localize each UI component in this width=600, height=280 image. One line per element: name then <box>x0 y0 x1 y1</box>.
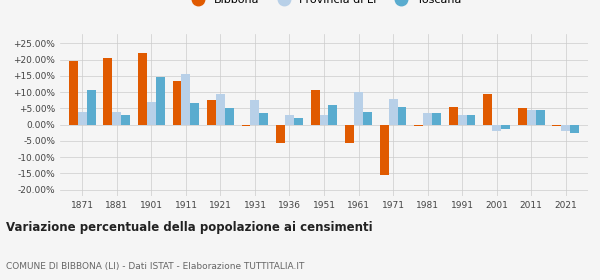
Bar <box>389 99 398 125</box>
Bar <box>294 118 303 125</box>
Legend: Bibbona, Provincia di LI, Toscana: Bibbona, Provincia di LI, Toscana <box>182 0 466 9</box>
Bar <box>423 113 432 125</box>
Bar <box>354 92 363 125</box>
Bar <box>501 125 510 129</box>
Bar <box>216 94 225 125</box>
Bar <box>276 125 285 143</box>
Bar <box>138 53 147 125</box>
Text: COMUNE DI BIBBONA (LI) - Dati ISTAT - Elaborazione TUTTITALIA.IT: COMUNE DI BIBBONA (LI) - Dati ISTAT - El… <box>6 262 304 271</box>
Bar <box>467 115 475 125</box>
Bar <box>345 125 354 143</box>
Bar <box>207 100 216 125</box>
Bar <box>225 108 234 125</box>
Bar <box>432 113 441 125</box>
Bar <box>328 105 337 125</box>
Bar <box>414 125 423 126</box>
Bar <box>570 125 579 133</box>
Bar <box>552 125 561 126</box>
Bar <box>483 94 492 125</box>
Bar <box>398 107 406 125</box>
Bar <box>242 125 250 126</box>
Bar <box>380 125 389 175</box>
Bar <box>173 81 181 125</box>
Bar <box>121 115 130 125</box>
Bar <box>492 125 501 131</box>
Bar <box>69 61 78 125</box>
Bar <box>156 78 165 125</box>
Bar <box>363 111 372 125</box>
Bar <box>311 90 320 125</box>
Bar <box>78 111 87 125</box>
Bar <box>458 115 467 125</box>
Bar <box>536 110 545 125</box>
Bar <box>285 115 294 125</box>
Bar <box>112 111 121 125</box>
Bar <box>449 107 458 125</box>
Bar <box>259 113 268 125</box>
Bar <box>181 74 190 125</box>
Text: Variazione percentuale della popolazione ai censimenti: Variazione percentuale della popolazione… <box>6 221 373 234</box>
Bar <box>250 100 259 125</box>
Bar <box>190 103 199 125</box>
Bar <box>561 125 570 131</box>
Bar <box>147 102 156 125</box>
Bar <box>87 90 96 125</box>
Bar <box>527 110 536 125</box>
Bar <box>320 115 328 125</box>
Bar <box>518 108 527 125</box>
Bar <box>103 58 112 125</box>
